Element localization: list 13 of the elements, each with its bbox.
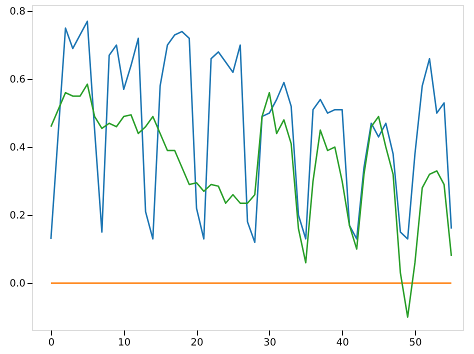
y-tick-label: 0.0 bbox=[10, 278, 26, 290]
x-tick-label: 10 bbox=[118, 338, 131, 348]
y-tick-label: 0.8 bbox=[10, 6, 26, 18]
x-tick-label: 40 bbox=[336, 338, 350, 348]
x-tick-label: 50 bbox=[409, 338, 422, 348]
y-tick-label: 0.2 bbox=[10, 210, 26, 222]
line-series bbox=[50, 20, 452, 244]
x-tick-label: 30 bbox=[263, 338, 276, 348]
y-tick-label: 0.6 bbox=[10, 74, 26, 86]
x-tick-label: 20 bbox=[190, 338, 204, 348]
y-tick-label: 0.4 bbox=[10, 142, 26, 154]
line-series bbox=[50, 83, 452, 318]
x-tick-label: 0 bbox=[48, 338, 55, 348]
